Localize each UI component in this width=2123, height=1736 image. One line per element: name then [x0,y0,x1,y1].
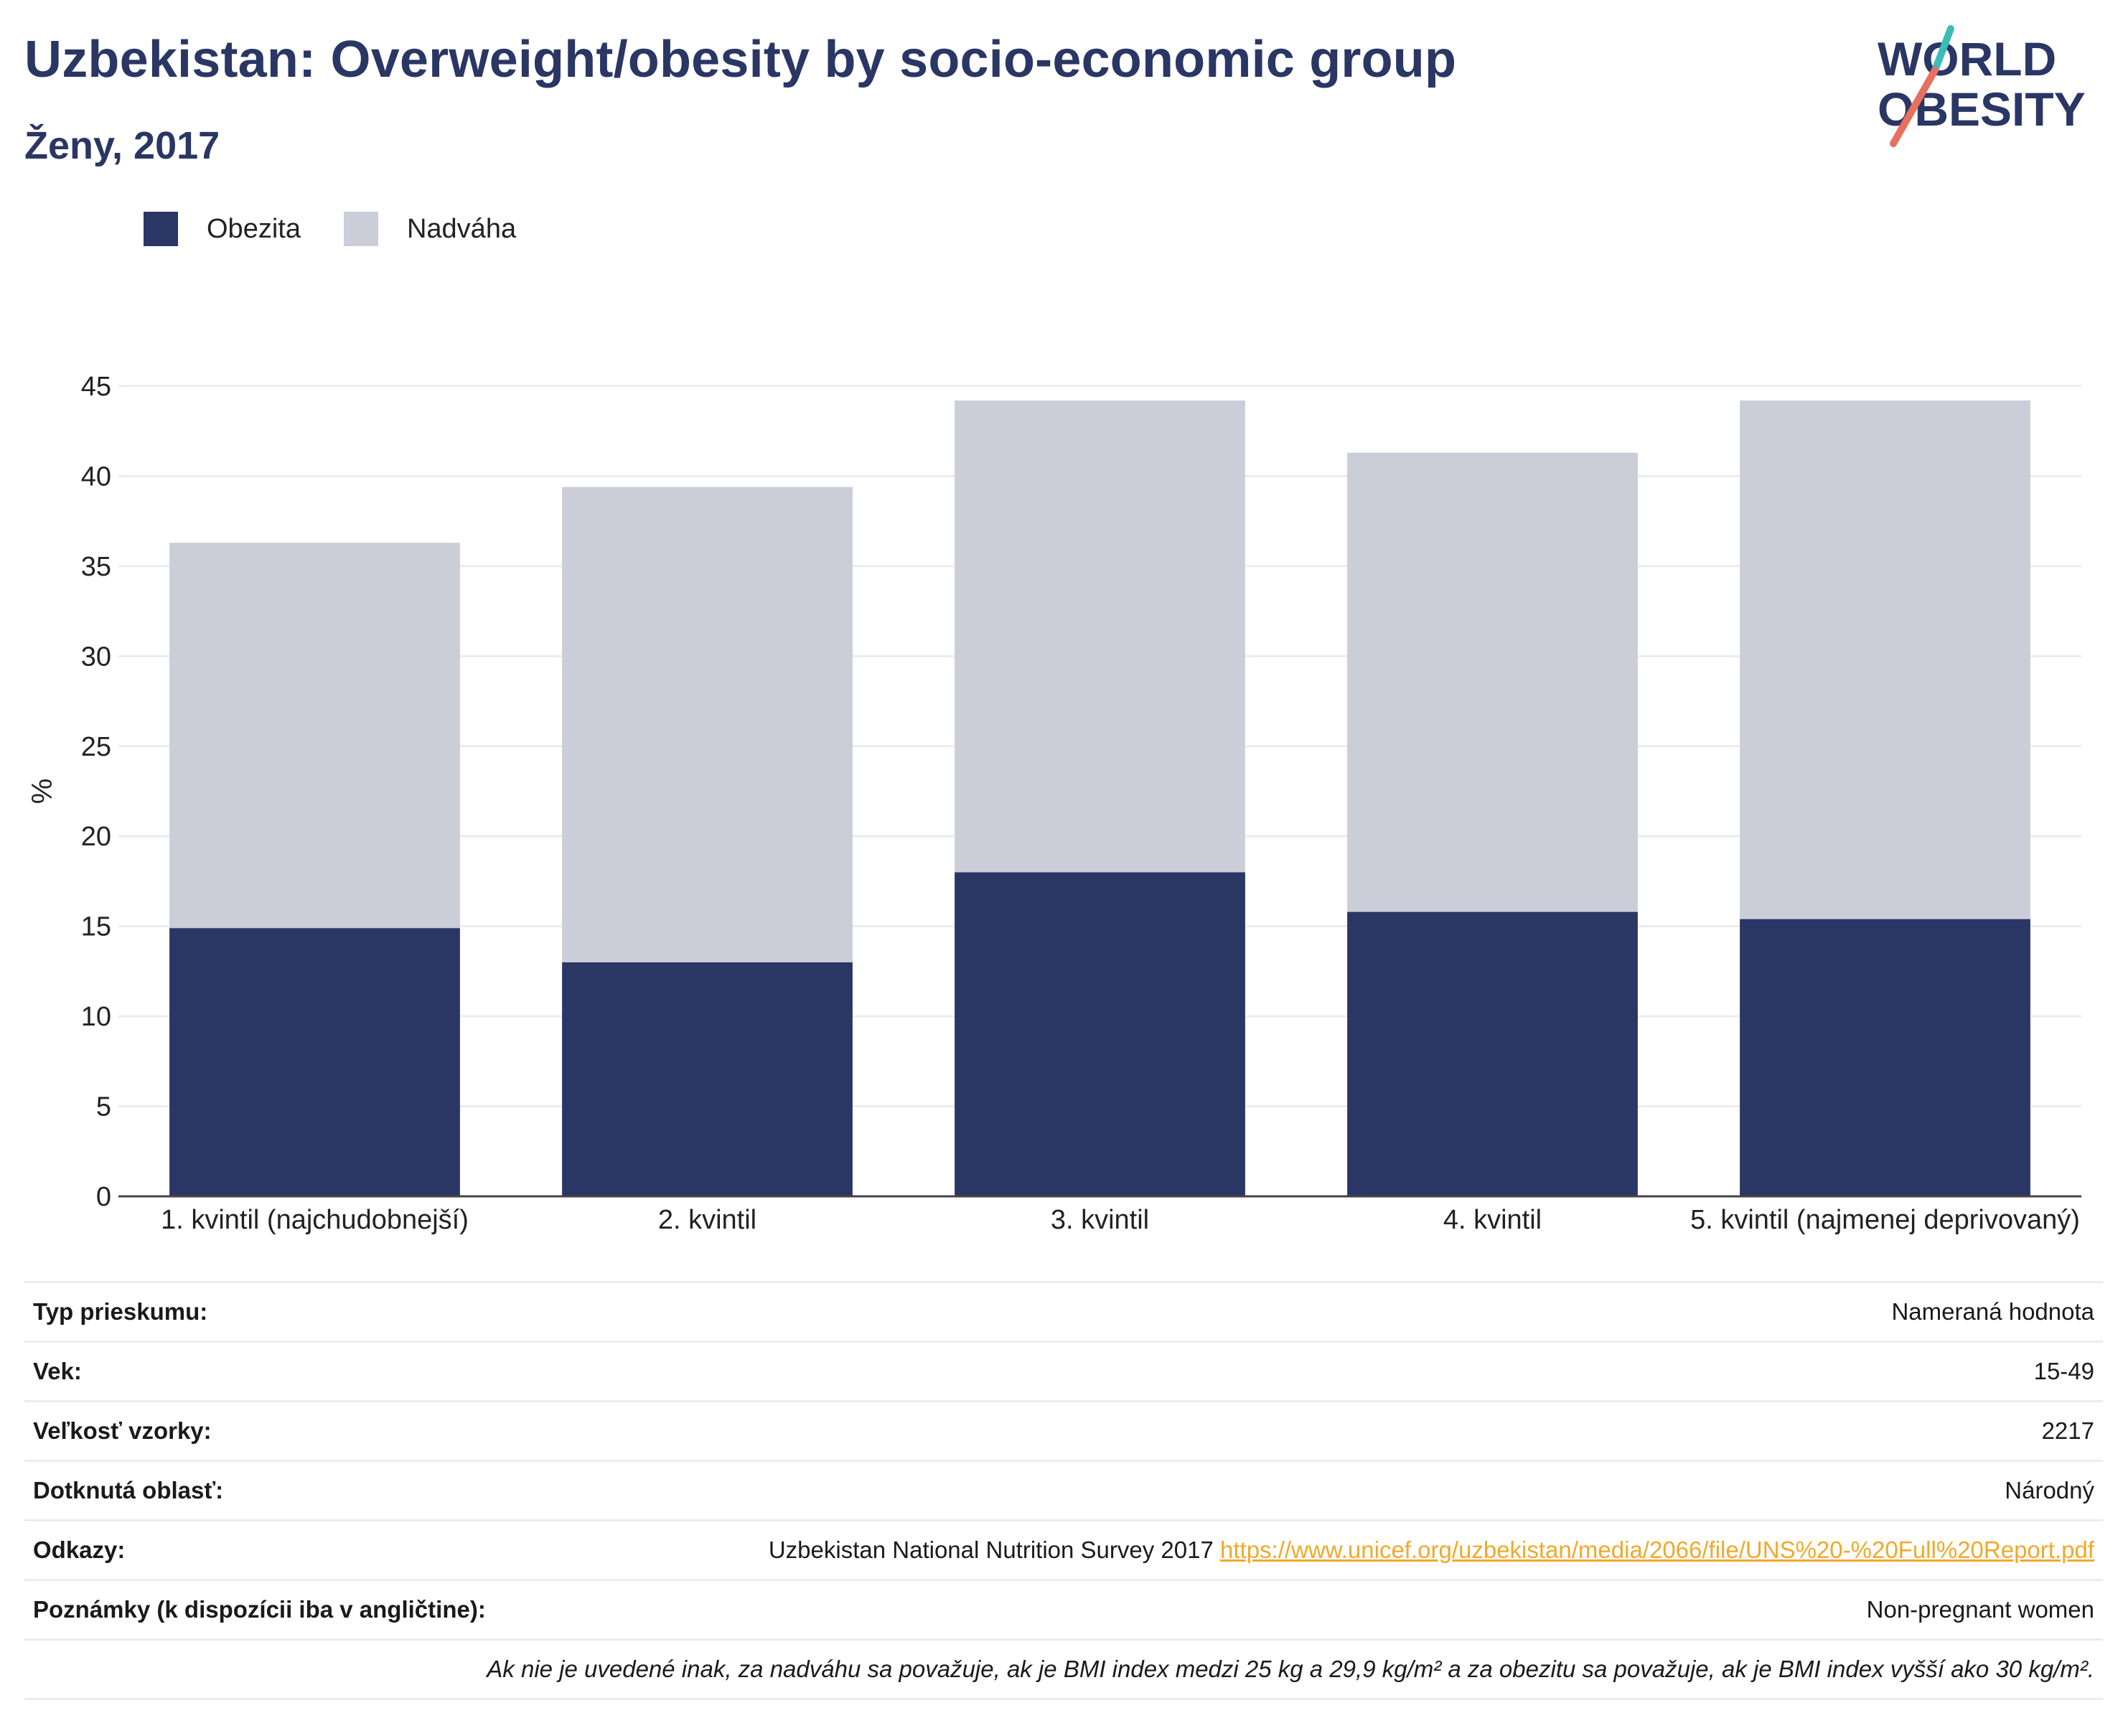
notes-value: Non-pregnant women [563,1580,2103,1641]
bar-obesity [1347,911,1638,1196]
info-value: 15-49 [563,1341,2103,1402]
logo-word-world: WORLD [1878,32,2056,85]
world-obesity-logo: WORLD OBESITY [1873,22,2110,151]
footnote-text: Ak nie je uvedené inak, za nadváhu sa po… [24,1639,2103,1700]
y-axis-label: % [27,779,58,804]
legend-item-overweight[interactable]: Nadváha [343,212,517,246]
y-tick-label: 0 [96,1182,111,1212]
reference-link[interactable]: https://www.unicef.org/uzbekistan/media/… [1220,1536,2094,1563]
y-tick-label: 10 [81,1002,111,1032]
info-value: 2217 [563,1401,2103,1462]
legend-label-obesity: Obezita [207,213,301,244]
bar-overweight [169,543,460,929]
bar-overweight [1740,400,2030,919]
bar-obesity [562,962,853,1196]
y-tick-label: 35 [81,552,111,582]
info-label: Vek: [24,1341,563,1402]
reference-source-text: Uzbekistan National Nutrition Survey 201… [768,1536,1221,1563]
info-row: Veľkosť vzorky: 2217 [24,1401,2103,1462]
y-tick-label: 15 [81,912,111,942]
info-label: Veľkosť vzorky: [24,1401,563,1462]
logo-slash-teal [1931,25,1954,74]
y-tick-label: 20 [81,822,111,852]
x-tick-label: 4. kvintil [1443,1205,1542,1235]
notes-label: Poznámky (k dispozícii iba v angličtine)… [24,1580,563,1641]
legend: Obezita Nadváha [144,212,559,246]
survey-info-table: Typ prieskumu: Nameraná hodnota Vek: 15-49 V… [24,1281,2103,1700]
y-tick-label: 30 [81,642,111,672]
y-tick-label: 40 [81,461,111,492]
info-value: Národný [563,1460,2103,1521]
bar-overweight [1347,452,1638,912]
legend-swatch-overweight [343,212,378,246]
bar-obesity [955,872,1245,1196]
info-value: Nameraná hodnota [563,1281,2103,1343]
logo-word-obesity: OBESITY [1878,83,2086,136]
notes-row: Poznámky (k dispozícii iba v angličtine)… [24,1580,2103,1641]
info-row: Dotknutá oblasť: Národný [24,1460,2103,1521]
bar-overweight [955,400,1245,873]
references-value: Uzbekistan National Nutrition Survey 201… [563,1520,2103,1581]
chart-title: Uzbekistan: Overweight/obesity by socio-… [24,31,1457,88]
bar-obesity [1740,919,2030,1196]
bar-overweight [562,487,853,962]
legend-swatch-obesity [144,212,178,246]
info-row: Vek: 15-49 [24,1341,2103,1402]
y-tick-label: 5 [96,1092,111,1122]
x-tick-label: 5. kvintil (najmenej deprivovaný) [1690,1205,2080,1235]
info-row: Typ prieskumu: Nameraná hodnota [24,1281,2103,1343]
y-tick-label: 45 [81,372,111,402]
legend-label-overweight: Nadváha [406,213,517,244]
x-tick-label: 1. kvintil (najchudobnejší) [161,1205,469,1235]
x-tick-label: 2. kvintil [658,1205,756,1235]
x-tick-label: 3. kvintil [1051,1205,1149,1235]
logo-slash-coral [1890,67,1939,147]
info-label: Typ prieskumu: [24,1281,563,1343]
bar-obesity [169,928,460,1196]
references-label: Odkazy: [24,1520,563,1581]
y-tick-label: 25 [81,732,111,762]
chart-subtitle: Ženy, 2017 [24,124,220,167]
info-label: Dotknutá oblasť: [24,1460,563,1521]
footnote-row: Ak nie je uvedené inak, za nadváhu sa po… [24,1639,2103,1700]
stacked-bar-chart: 0 5 10 15 20 25 30 35 40 45% 1. kvintil (najchudob… [27,372,2081,1235]
legend-item-obesity[interactable]: Obezita [144,212,301,246]
references-row: Odkazy: Uzbekistan National Nutrition Sur… [24,1520,2103,1581]
